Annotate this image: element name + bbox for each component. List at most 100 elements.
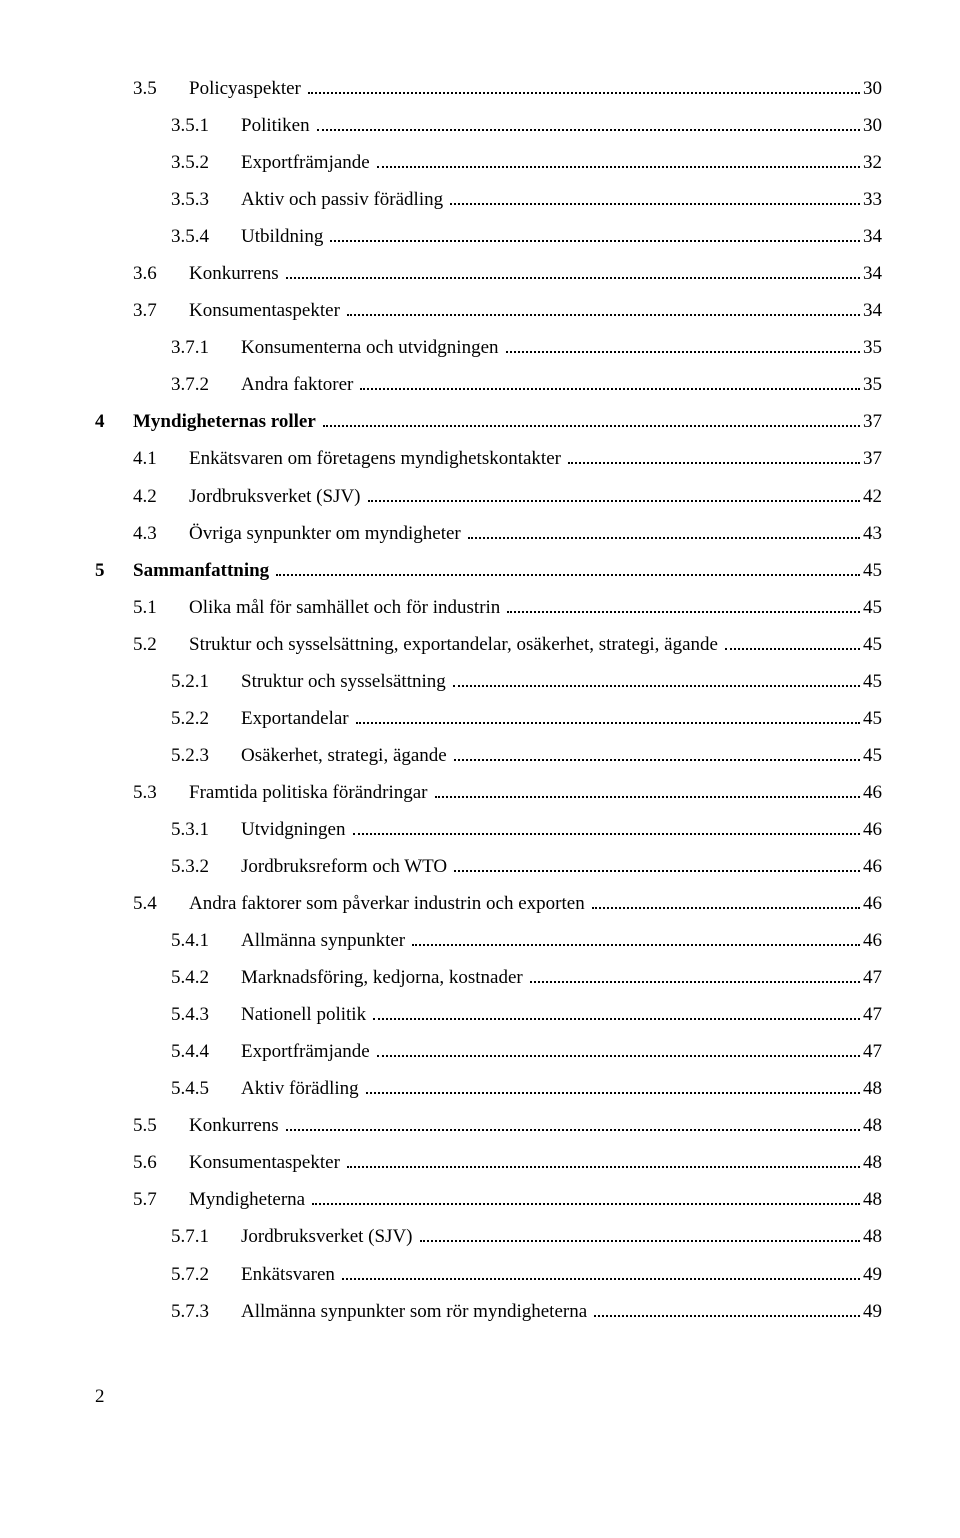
toc-leader-dots <box>568 448 860 464</box>
toc-entry-page: 34 <box>863 292 882 329</box>
toc-entry: 5.7.2Enkätsvaren49 <box>95 1256 882 1293</box>
toc-entry-title: Andra faktorer som påverkar industrin oc… <box>189 885 585 922</box>
toc-entry-page: 46 <box>863 922 882 959</box>
toc-entry-page: 35 <box>863 366 882 403</box>
toc-entry-title: Enkätsvaren <box>241 1256 335 1293</box>
toc-entry-page: 48 <box>863 1218 882 1255</box>
toc-entry-page: 43 <box>863 515 882 552</box>
toc-entry-title: Andra faktorer <box>241 366 353 403</box>
toc-entry-number: 5.3 <box>133 774 189 811</box>
toc-entry: 5.2.2Exportandelar45 <box>95 700 882 737</box>
toc-entry-page: 46 <box>863 885 882 922</box>
toc-entry: 3.7Konsumentaspekter34 <box>95 292 882 329</box>
toc-entry-number: 5.7 <box>133 1181 189 1218</box>
toc-entry-title: Framtida politiska förändringar <box>189 774 428 811</box>
toc-entry-page: 45 <box>863 663 882 700</box>
toc-entry-page: 33 <box>863 181 882 218</box>
toc-leader-dots <box>286 1115 860 1131</box>
toc-entry-page: 48 <box>863 1070 882 1107</box>
toc-entry-title: Policyaspekter <box>189 70 301 107</box>
toc-entry-page: 45 <box>863 737 882 774</box>
toc-entry-title: Konkurrens <box>189 255 279 292</box>
toc-entry: 5.5Konkurrens48 <box>95 1107 882 1144</box>
toc-entry: 5.2.3Osäkerhet, strategi, ägande45 <box>95 737 882 774</box>
toc-entry-page: 48 <box>863 1107 882 1144</box>
toc-entry-number: 4.2 <box>133 478 189 515</box>
toc-entry-title: Struktur och sysselsättning <box>241 663 446 700</box>
toc-leader-dots <box>377 152 860 168</box>
toc-entry: 3.5.3Aktiv och passiv förädling33 <box>95 181 882 218</box>
toc-entry-number: 3.7.1 <box>171 329 241 366</box>
toc-entry-number: 5.6 <box>133 1144 189 1181</box>
toc-leader-dots <box>373 1004 860 1020</box>
toc-entry-page: 47 <box>863 1033 882 1070</box>
toc-entry-page: 35 <box>863 329 882 366</box>
toc-entry: 5.4.5Aktiv förädling48 <box>95 1070 882 1107</box>
toc-entry-page: 45 <box>863 626 882 663</box>
toc-leader-dots <box>592 893 860 909</box>
toc-leader-dots <box>506 337 860 353</box>
toc-entry-page: 30 <box>863 70 882 107</box>
toc-entry-number: 3.5.4 <box>171 218 241 255</box>
toc-entry: 5.7.3Allmänna synpunkter som rör myndigh… <box>95 1293 882 1330</box>
toc-entry: 4.2Jordbruksverket (SJV)42 <box>95 478 882 515</box>
toc-leader-dots <box>317 115 860 131</box>
toc-entry-title: Konsumentaspekter <box>189 292 340 329</box>
toc-entry-page: 34 <box>863 255 882 292</box>
toc-entry: 5.3.2Jordbruksreform och WTO46 <box>95 848 882 885</box>
toc-leader-dots <box>454 856 860 872</box>
toc-entry-title: Enkätsvaren om företagens myndighetskont… <box>189 440 561 477</box>
toc-leader-dots <box>308 78 860 94</box>
toc-entry-number: 5.3.2 <box>171 848 241 885</box>
toc-entry-title: Struktur och sysselsättning, exportandel… <box>189 626 718 663</box>
toc-entry: 5.4Andra faktorer som påverkar industrin… <box>95 885 882 922</box>
toc-leader-dots <box>312 1189 860 1205</box>
toc-entry-page: 32 <box>863 144 882 181</box>
toc-entry-number: 3.5.3 <box>171 181 241 218</box>
toc-entry-page: 37 <box>863 403 882 440</box>
toc-entry-title: Jordbruksverket (SJV) <box>241 1218 413 1255</box>
toc-entry: 5Sammanfattning45 <box>95 552 882 589</box>
toc-entry-title: Aktiv förädling <box>241 1070 359 1107</box>
toc-entry-page: 46 <box>863 774 882 811</box>
toc-entry-page: 47 <box>863 996 882 1033</box>
toc-leader-dots <box>360 374 860 390</box>
toc-entry-title: Nationell politik <box>241 996 366 1033</box>
toc-leader-dots <box>366 1078 860 1094</box>
toc-entry-title: Politiken <box>241 107 310 144</box>
toc-entry-number: 3.5.2 <box>171 144 241 181</box>
toc-leader-dots <box>507 596 860 612</box>
toc-entry-page: 47 <box>863 959 882 996</box>
toc-entry-number: 4.1 <box>133 440 189 477</box>
toc-entry: 4.1Enkätsvaren om företagens myndighetsk… <box>95 440 882 477</box>
toc-leader-dots <box>330 226 860 242</box>
toc-entry-page: 48 <box>863 1181 882 1218</box>
toc-entry-number: 5 <box>95 552 133 589</box>
toc-entry-page: 45 <box>863 552 882 589</box>
toc-entry-title: Övriga synpunkter om myndigheter <box>189 515 461 552</box>
toc-entry: 3.5.2Exportfrämjande 32 <box>95 144 882 181</box>
toc-leader-dots <box>286 263 860 279</box>
toc-entry-page: 30 <box>863 107 882 144</box>
toc-entry-number: 5.2.2 <box>171 700 241 737</box>
toc-entry-title: Exportfrämjande <box>241 144 370 181</box>
toc-entry-number: 5.7.2 <box>171 1256 241 1293</box>
toc-entry: 4.3Övriga synpunkter om myndigheter43 <box>95 515 882 552</box>
toc-entry: 5.3Framtida politiska förändringar 46 <box>95 774 882 811</box>
toc-entry-number: 5.5 <box>133 1107 189 1144</box>
toc-entry-title: Exportfrämjande <box>241 1033 370 1070</box>
toc-leader-dots <box>594 1300 860 1316</box>
toc-leader-dots <box>368 485 860 501</box>
toc-entry-number: 5.2 <box>133 626 189 663</box>
toc-entry: 3.6Konkurrens 34 <box>95 255 882 292</box>
toc-entry-title: Utvidgningen <box>241 811 346 848</box>
table-of-contents: 3.5Policyaspekter303.5.1Politiken303.5.2… <box>95 70 882 1330</box>
toc-entry-number: 3.5 <box>133 70 189 107</box>
toc-entry-number: 3.7.2 <box>171 366 241 403</box>
toc-entry-number: 3.6 <box>133 255 189 292</box>
toc-entry-title: Jordbruksverket (SJV) <box>189 478 361 515</box>
toc-entry: 3.5Policyaspekter 30 <box>95 70 882 107</box>
toc-entry-title: Allmänna synpunkter som rör myndighetern… <box>241 1293 587 1330</box>
toc-entry-number: 5.4.3 <box>171 996 241 1033</box>
toc-leader-dots <box>435 782 861 798</box>
